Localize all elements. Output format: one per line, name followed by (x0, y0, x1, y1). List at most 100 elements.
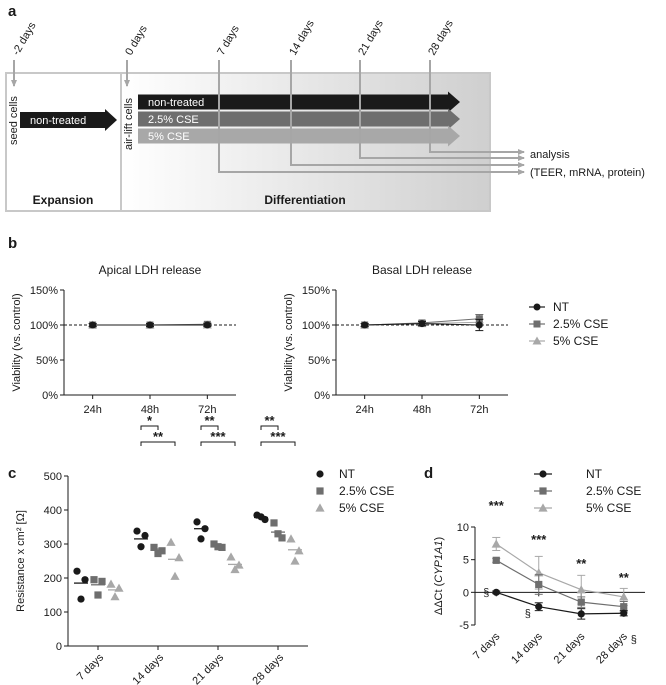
data-point (158, 547, 166, 555)
data-point (290, 556, 300, 565)
series-line (495, 543, 624, 598)
data-point (576, 585, 586, 594)
data-point (210, 540, 218, 548)
x-tick-label: 24h (83, 404, 101, 416)
legend-marker (315, 503, 325, 512)
chart-title: Apical LDH release (99, 263, 202, 277)
data-point (361, 321, 369, 329)
legend-label: 5% CSE (586, 501, 631, 515)
y-tick-label: 100 (44, 607, 62, 619)
data-point (146, 321, 154, 329)
data-point (577, 598, 585, 606)
differentiation-title: Differentiation (264, 193, 345, 207)
significance-label: *** (210, 429, 226, 444)
significance-bracket (200, 441, 236, 446)
data-point (286, 534, 296, 543)
y-tick-label: 400 (44, 505, 62, 517)
y-tick-label: 10 (457, 522, 469, 534)
y-tick-label: -5 (459, 620, 469, 632)
x-tick-label: 7 days (75, 651, 107, 683)
data-point (203, 321, 211, 329)
legend-label: 5% CSE (553, 334, 598, 348)
data-point (218, 543, 226, 551)
analysis-lines (218, 60, 525, 175)
timepoint-label: 14 days (287, 18, 317, 58)
y-axis-label-prefix: ΔΔCt ( (433, 582, 445, 615)
basal-ldh-chart: Basal LDH release 0% 50% 100% 150% 24h 48h 72h V… (283, 263, 508, 416)
y-tick-label: 100% (30, 320, 58, 332)
non-treated-arrow-label: non-treated (148, 97, 204, 109)
data-point (535, 580, 543, 589)
expansion-arrow (20, 109, 117, 131)
significance-label: *** (489, 498, 505, 513)
y-axis-label-gene: CYP1A1 (433, 541, 445, 583)
data-point (620, 609, 628, 617)
panel-a-letter: a (8, 3, 17, 20)
data-point (98, 577, 106, 585)
series-line (496, 591, 624, 615)
legend-label: 2.5% CSE (553, 317, 608, 331)
data-point (77, 595, 85, 603)
significance-bracket (140, 441, 176, 446)
x-tick-label: 48h (413, 404, 431, 416)
section-mark: § (631, 634, 637, 646)
analysis-line (359, 60, 525, 161)
data-point (170, 571, 180, 580)
y-axis-label: Viability (vs. control) (283, 293, 295, 391)
y-axis-label: Resistance x cm² [Ω] (15, 510, 27, 612)
legend-label: NT (553, 300, 570, 314)
data-point (491, 539, 501, 548)
data-point (577, 610, 585, 618)
data-point (620, 603, 628, 611)
timepoint-label: 7 days (215, 23, 242, 58)
data-point (141, 531, 149, 540)
y-tick-label: 200 (44, 573, 62, 585)
significance-bracket (260, 425, 279, 430)
y-axis-label: Viability (vs. control) (11, 293, 23, 391)
data-point (197, 535, 205, 543)
data-point (492, 556, 500, 564)
apical-ldh-chart: Apical LDH release 0% 50% 100% 150% 24h 48h 72h… (11, 263, 236, 416)
legend-marker (316, 470, 324, 478)
data-point (89, 321, 97, 329)
y-axis-label: ΔΔCt (CYP1A1) (433, 537, 445, 615)
panel-d-letter: d (424, 465, 433, 482)
expansion-title: Expansion (33, 193, 94, 207)
data-point (174, 553, 184, 562)
air-lift-label: air-lift cells (123, 98, 135, 150)
data-point (475, 321, 483, 329)
legend-label: 2.5% CSE (339, 484, 394, 498)
data-point (230, 564, 240, 574)
data-point (154, 549, 162, 558)
legend-marker (533, 303, 541, 311)
significance-label: ** (576, 556, 587, 571)
panel-a: a -2 days 0 days 7 days 14 days 21 days 28 da… (5, 3, 645, 212)
seed-cells-label: seed cells (8, 96, 20, 145)
data-point (492, 588, 500, 596)
x-tick-label: 48h (141, 404, 159, 416)
data-point (619, 592, 629, 601)
section-mark: § (483, 587, 489, 599)
significance-bracket (140, 425, 159, 430)
x-tick-label: 72h (470, 404, 488, 416)
legend-label: NT (339, 467, 356, 481)
analysis-line (218, 60, 525, 175)
legend-marker (538, 503, 548, 512)
x-tick-label: 21 days (190, 651, 226, 685)
timepoint-label: 0 days (123, 23, 150, 58)
analysis-detail-label: (TEER, mRNA, protein) (530, 167, 645, 179)
significance-bracket (260, 441, 296, 446)
data-point (166, 537, 176, 546)
data-point (418, 320, 426, 328)
data-point (114, 583, 124, 592)
legend-marker (539, 470, 547, 478)
data-point (226, 552, 236, 561)
x-tick-label: 28 days (250, 651, 286, 685)
y-tick-label: 0% (314, 390, 330, 402)
panel-c-letter: c (8, 465, 16, 482)
timepoint-label: -2 days (10, 20, 39, 58)
y-tick-label: 50% (308, 355, 330, 367)
data-point (137, 543, 145, 551)
timepoint-label: 21 days (356, 18, 386, 58)
